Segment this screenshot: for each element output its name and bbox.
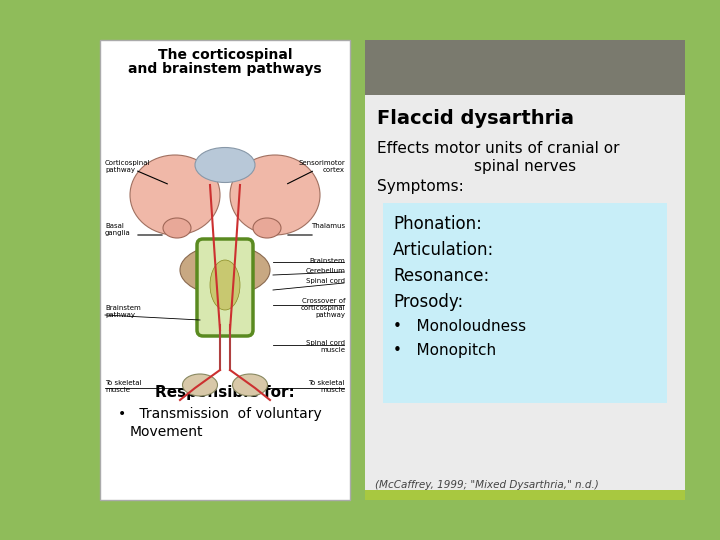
FancyBboxPatch shape: [365, 40, 685, 500]
Text: and brainstem pathways: and brainstem pathways: [128, 62, 322, 76]
Text: Articulation:: Articulation:: [393, 241, 494, 259]
Ellipse shape: [130, 155, 220, 235]
Ellipse shape: [230, 155, 320, 235]
Ellipse shape: [253, 218, 281, 238]
Text: Sensorimotor
cortex: Sensorimotor cortex: [298, 160, 345, 173]
Ellipse shape: [182, 374, 217, 396]
Text: Thalamus: Thalamus: [311, 223, 345, 229]
Text: To skeletal
muscle: To skeletal muscle: [308, 380, 345, 393]
Text: Resonance:: Resonance:: [393, 267, 490, 285]
Text: Cerebellum: Cerebellum: [305, 268, 345, 274]
Ellipse shape: [163, 218, 191, 238]
Ellipse shape: [195, 147, 255, 183]
Text: Brainstem: Brainstem: [310, 258, 345, 264]
Text: •   Transmission  of voluntary: • Transmission of voluntary: [118, 407, 322, 421]
Ellipse shape: [210, 260, 240, 310]
FancyBboxPatch shape: [100, 40, 350, 500]
Text: spinal nerves: spinal nerves: [474, 159, 576, 174]
Text: Spinal cord: Spinal cord: [306, 278, 345, 284]
Text: Corticospinal
pathway: Corticospinal pathway: [105, 160, 150, 173]
Text: Effects motor units of cranial or: Effects motor units of cranial or: [377, 141, 619, 156]
Text: Symptoms:: Symptoms:: [377, 179, 464, 194]
Ellipse shape: [180, 245, 270, 295]
Text: The corticospinal: The corticospinal: [158, 48, 292, 62]
FancyBboxPatch shape: [197, 239, 253, 336]
FancyBboxPatch shape: [365, 490, 685, 500]
Text: Prosody:: Prosody:: [393, 293, 463, 311]
Text: Movement: Movement: [130, 425, 204, 439]
Text: Responsible for:: Responsible for:: [155, 385, 295, 400]
Text: Phonation:: Phonation:: [393, 215, 482, 233]
Text: •   Monopitch: • Monopitch: [393, 343, 496, 358]
Text: Crossover of
corticospinal
pathway: Crossover of corticospinal pathway: [300, 298, 345, 318]
Text: To skeletal
muscle: To skeletal muscle: [105, 380, 142, 393]
Text: Spinal cord
muscle: Spinal cord muscle: [306, 340, 345, 353]
Ellipse shape: [233, 374, 268, 396]
Text: •   Monoloudness: • Monoloudness: [393, 319, 526, 334]
Text: Basal
ganglia: Basal ganglia: [105, 223, 131, 236]
FancyBboxPatch shape: [383, 203, 667, 403]
Text: Flaccid dysarthria: Flaccid dysarthria: [377, 109, 574, 128]
Text: (McCaffrey, 1999; "Mixed Dysarthria," n.d.): (McCaffrey, 1999; "Mixed Dysarthria," n.…: [375, 480, 599, 490]
FancyBboxPatch shape: [365, 40, 685, 95]
Text: Brainstem
pathway: Brainstem pathway: [105, 305, 140, 318]
